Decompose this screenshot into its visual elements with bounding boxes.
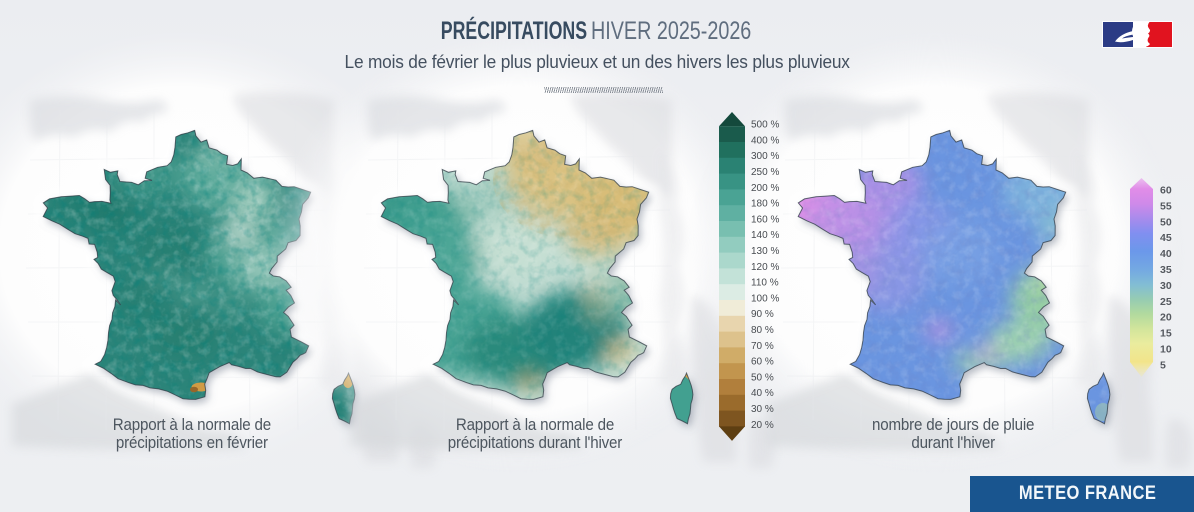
svg-text:10: 10 <box>1160 344 1172 356</box>
svg-text:80 %: 80 % <box>751 325 774 336</box>
svg-text:250 %: 250 % <box>751 167 779 178</box>
svg-text:500 %: 500 % <box>751 120 779 131</box>
svg-text:40 %: 40 % <box>751 388 774 399</box>
svg-text:120 %: 120 % <box>751 262 779 273</box>
svg-text:5: 5 <box>1160 359 1166 371</box>
svg-text:60: 60 <box>1160 185 1172 197</box>
svg-text:70 %: 70 % <box>751 341 774 352</box>
svg-text:200 %: 200 % <box>751 183 779 194</box>
svg-text:55: 55 <box>1160 200 1172 212</box>
svg-text:35: 35 <box>1160 264 1172 276</box>
svg-text:180 %: 180 % <box>751 199 779 210</box>
svg-text:40: 40 <box>1160 248 1172 260</box>
svg-text:90 %: 90 % <box>751 309 774 320</box>
svg-text:400 %: 400 % <box>751 135 779 146</box>
svg-text:130 %: 130 % <box>751 246 779 257</box>
svg-text:50 %: 50 % <box>751 372 774 383</box>
svg-text:110 %: 110 % <box>751 278 779 289</box>
svg-text:25: 25 <box>1160 296 1172 308</box>
svg-text:100 %: 100 % <box>751 293 779 304</box>
svg-text:20 %: 20 % <box>751 420 774 431</box>
svg-text:30 %: 30 % <box>751 404 774 415</box>
svg-text:60 %: 60 % <box>751 357 774 368</box>
svg-text:140 %: 140 % <box>751 230 779 241</box>
svg-text:50: 50 <box>1160 216 1172 228</box>
svg-text:160 %: 160 % <box>751 214 779 225</box>
svg-text:30: 30 <box>1160 280 1172 292</box>
svg-text:20: 20 <box>1160 312 1172 324</box>
svg-text:300 %: 300 % <box>751 151 779 162</box>
svg-text:15: 15 <box>1160 328 1172 340</box>
svg-text:45: 45 <box>1160 232 1172 244</box>
